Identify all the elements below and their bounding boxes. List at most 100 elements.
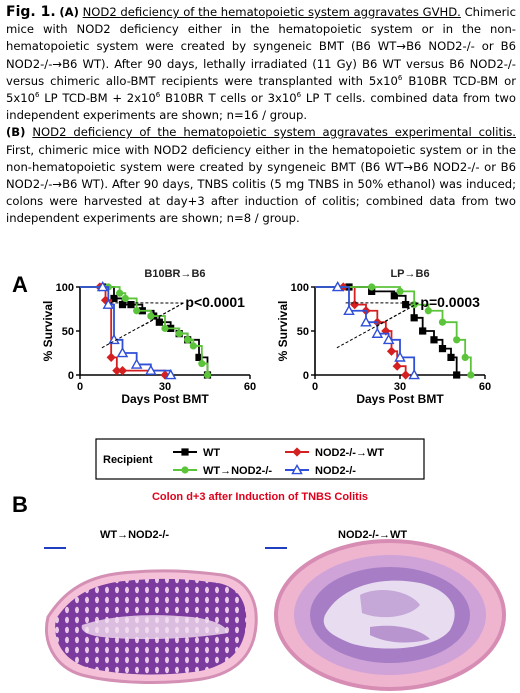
legend-label: WT→NOD2-/- bbox=[203, 465, 272, 477]
data-point bbox=[127, 301, 135, 309]
caption-a-letter: (A) bbox=[59, 5, 79, 19]
series-line-wt bbox=[315, 286, 458, 375]
data-point bbox=[184, 336, 192, 344]
significance-brackets bbox=[100, 302, 184, 350]
data-point bbox=[161, 324, 169, 332]
data-point bbox=[396, 287, 404, 295]
data-point bbox=[96, 280, 109, 292]
left-histology-label: WT→NOD2-/- bbox=[100, 529, 170, 541]
data-point bbox=[382, 333, 395, 345]
legend-marker bbox=[292, 447, 302, 457]
data-point bbox=[438, 318, 447, 326]
data-point bbox=[350, 300, 360, 310]
data-point bbox=[410, 314, 418, 322]
data-point bbox=[430, 336, 438, 344]
data-point bbox=[453, 336, 461, 344]
data-point bbox=[117, 366, 128, 376]
y-tick-label: 50 bbox=[297, 326, 309, 338]
caption-paragraph-a: Fig. 1. (A) NOD2 deficiency of the hemat… bbox=[6, 4, 516, 124]
data-point bbox=[394, 351, 406, 362]
data-point bbox=[467, 371, 475, 379]
data-point bbox=[386, 346, 397, 356]
data-point bbox=[408, 368, 420, 380]
p-value-annotation: p<0.0001 bbox=[185, 294, 245, 310]
x-axis-label: Days Post BMT bbox=[121, 392, 209, 405]
caption-a-sup-2: 6 bbox=[35, 91, 40, 100]
right-scale-bar bbox=[265, 547, 287, 549]
caption-a-body-5: LP T cells. combined data from two indep… bbox=[6, 91, 516, 123]
caption-a-body-2: B10BR TCD-BM or 5x10 bbox=[6, 73, 516, 106]
data-point bbox=[160, 370, 170, 380]
data-point bbox=[438, 345, 447, 353]
data-point bbox=[130, 358, 143, 369]
data-point bbox=[453, 371, 461, 379]
data-point bbox=[360, 316, 372, 327]
legend-marker bbox=[181, 448, 189, 456]
data-point bbox=[371, 327, 384, 338]
caption-b-letter: (B) bbox=[6, 125, 26, 140]
data-point bbox=[401, 370, 411, 380]
legend-marker bbox=[181, 466, 189, 474]
caption-paragraph-b: (B) NOD2 deficiency of the hematopoietic… bbox=[6, 124, 516, 227]
x-tick-label: 30 bbox=[159, 381, 171, 393]
data-point bbox=[106, 352, 116, 362]
legend-marker bbox=[291, 463, 303, 475]
data-point bbox=[102, 298, 115, 309]
caption-a-sup-4: 6 bbox=[296, 91, 302, 100]
data-point bbox=[175, 330, 183, 338]
y-tick-label: 50 bbox=[62, 326, 74, 338]
y-axis-label: % Survival bbox=[276, 301, 290, 362]
series-line-nod2- bbox=[315, 286, 416, 375]
data-point bbox=[343, 304, 355, 316]
data-point bbox=[189, 342, 197, 350]
y-tick-label: 100 bbox=[291, 282, 309, 294]
y-axis-label: % Survival bbox=[41, 301, 55, 362]
x-tick-label: 60 bbox=[244, 381, 256, 393]
data-point bbox=[461, 353, 469, 361]
y-tick-label: 0 bbox=[68, 370, 74, 382]
caption-a-body-3: LP TCD-BM + 2x10 bbox=[39, 91, 156, 106]
data-point bbox=[331, 280, 344, 292]
panel-b-letter: B bbox=[12, 492, 28, 517]
data-point bbox=[145, 364, 157, 375]
left-scale-bar bbox=[44, 547, 66, 549]
left-colon-histology bbox=[45, 569, 258, 684]
survival-chart-b10br: B10BR→B6 0 50 100 0 30 60 Days Post BMT % Surviv… bbox=[41, 268, 256, 405]
legend-box bbox=[95, 438, 425, 480]
x-axis-label: Days Post BMT bbox=[356, 392, 444, 405]
y-tick-label: 100 bbox=[56, 282, 74, 294]
data-point bbox=[116, 346, 129, 358]
data-point bbox=[419, 327, 427, 335]
legend-title: Recipient bbox=[103, 454, 153, 466]
caption-b-body: First, chimeric mice with NOD2 deficienc… bbox=[6, 142, 516, 226]
chart-title: B10BR→B6 bbox=[144, 268, 205, 280]
y-tick-label: 0 bbox=[303, 370, 309, 382]
data-point bbox=[368, 283, 376, 291]
x-tick-label: 30 bbox=[394, 381, 406, 393]
legend-label: NOD2-/- bbox=[315, 465, 356, 477]
caption-a-body-1: Chimeric mice with NOD2 deficiency eithe… bbox=[6, 5, 517, 88]
panel-b-title: Colon d+3 after Induction of TNBS Coliti… bbox=[151, 491, 369, 503]
caption-a-sup-3: 6 bbox=[155, 91, 161, 100]
caption-b-title: NOD2 deficiency of the hematopoietic sys… bbox=[32, 125, 516, 140]
data-point bbox=[392, 361, 402, 371]
x-tick-label: 0 bbox=[312, 381, 318, 393]
legend-label: WT bbox=[203, 447, 220, 459]
significance-brackets bbox=[335, 302, 419, 350]
caption-a-title: NOD2 deficiency of the hematopoietic sys… bbox=[82, 5, 461, 19]
data-point bbox=[203, 371, 212, 379]
caption-a-body-4: B10BR T cells or 3x10 bbox=[160, 91, 297, 106]
x-tick-label: 60 bbox=[479, 381, 491, 393]
series-line-nod2-wt bbox=[315, 286, 407, 375]
p-value-annotation: p=0.0003 bbox=[420, 294, 480, 310]
data-point bbox=[447, 353, 455, 361]
data-point bbox=[198, 359, 206, 368]
data-point bbox=[164, 368, 177, 380]
figure-label: Fig. 1. bbox=[6, 4, 56, 20]
data-point bbox=[155, 318, 163, 326]
data-point bbox=[368, 287, 376, 295]
data-point bbox=[116, 289, 124, 297]
legend-label: NOD2-/-→WT bbox=[315, 447, 384, 459]
x-tick-label: 0 bbox=[77, 381, 83, 393]
panel-a-letter: A bbox=[12, 272, 28, 297]
